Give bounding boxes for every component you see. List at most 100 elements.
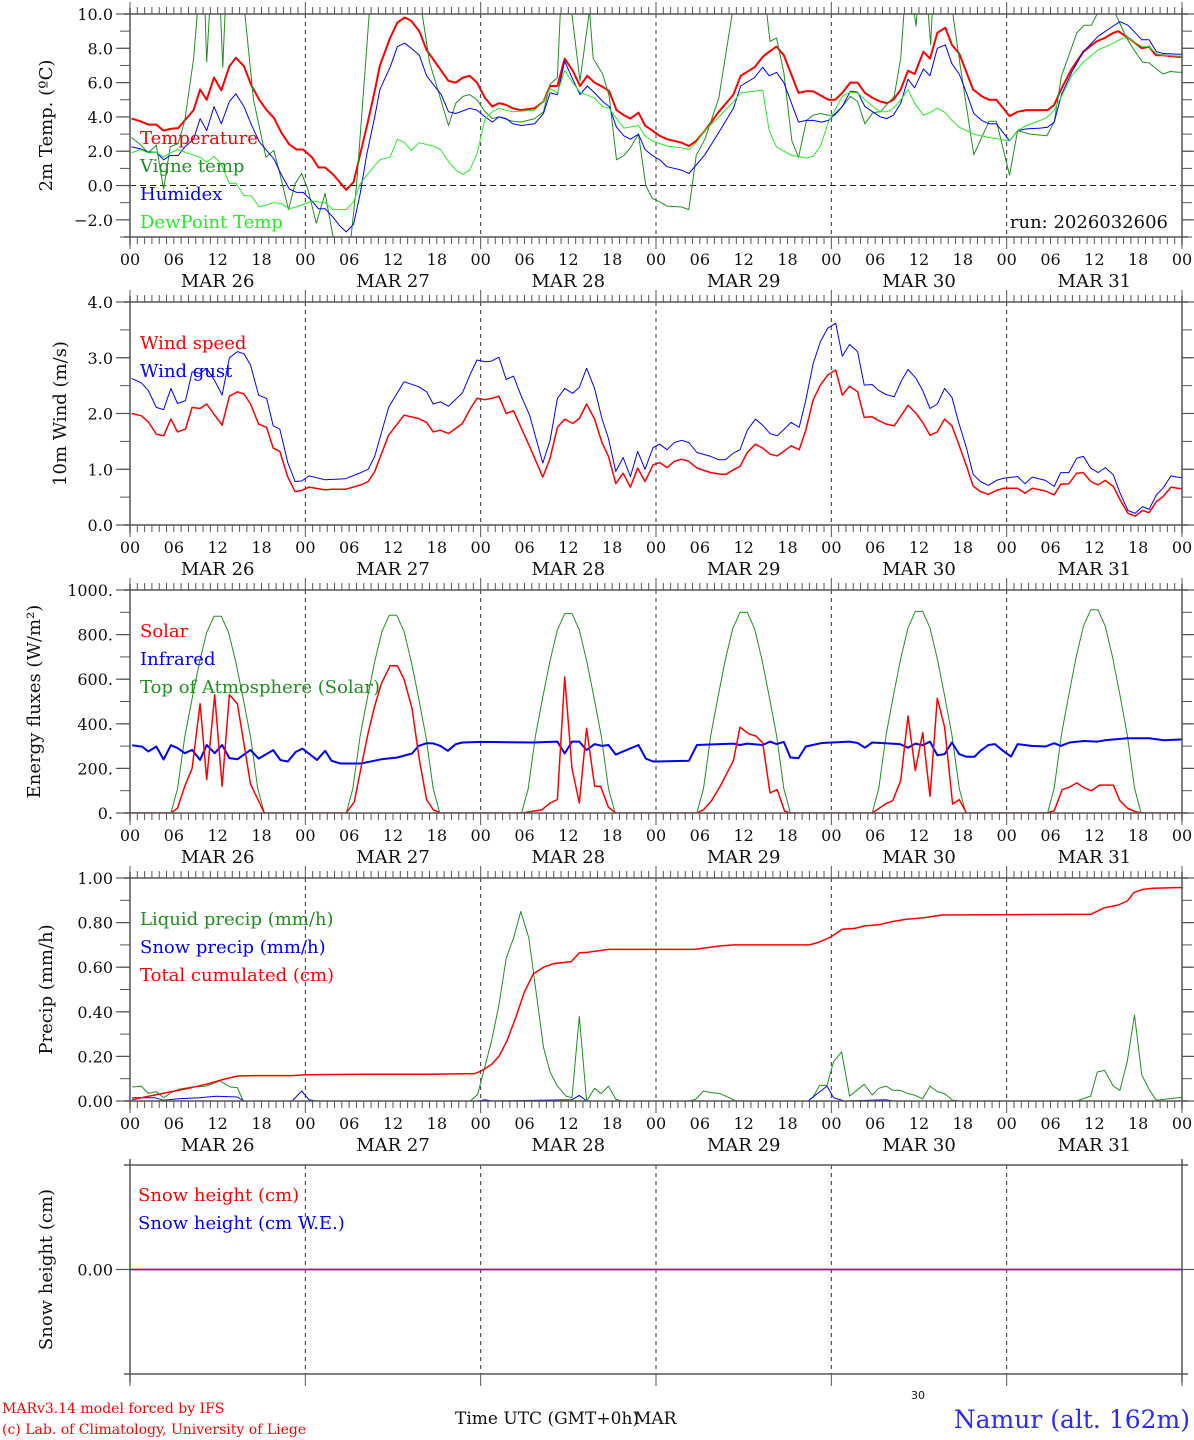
day-label: MAR 27 <box>356 559 430 580</box>
day-label: MAR 31 <box>1058 847 1132 868</box>
y-tick-label: 8.0 <box>88 39 113 58</box>
x-tick-label: 06 <box>339 538 359 557</box>
day-label: MAR 26 <box>181 271 255 292</box>
x-tick-label: 18 <box>427 538 447 557</box>
x-tick-label: 00 <box>821 1114 841 1133</box>
x-tick-label: 18 <box>602 826 622 845</box>
series-line-wind-gust <box>131 322 1182 514</box>
x-tick-label: 18 <box>251 250 271 269</box>
snow-legend: Snow height (cm) Snow height (cm W.E.) <box>138 1185 345 1234</box>
series-line-liquid-precip-mm-h <box>132 911 1182 1101</box>
day-label: MAR 26 <box>181 559 255 580</box>
panel-precip: 0.00 0.20 0.40 0.60 0.80 1.00 Precip (mm/h) 00 0… <box>36 866 1194 1156</box>
stray-day-number: 30 <box>911 1389 925 1402</box>
y-tick-label: 800. <box>77 626 113 645</box>
y-tick-label: 0.0 <box>88 177 113 196</box>
x-tick-label: 00 <box>1172 1114 1192 1133</box>
x-tick-label: 00 <box>996 1114 1016 1133</box>
x-tick-label: 00 <box>295 250 315 269</box>
legend-vigne-temp: Vigne temp <box>139 156 244 177</box>
y-tick-label: 0.00 <box>77 1261 113 1280</box>
day-label: MAR 30 <box>882 271 956 292</box>
x-tick-label: 18 <box>953 826 973 845</box>
panel-wind: 0.0 1.0 2.0 3.0 4.0 10m Wind (m/s) 00 06 12 18 00 0… <box>50 290 1194 580</box>
x-tick-label: 12 <box>909 1114 929 1133</box>
y-tick-label: 0.0 <box>88 516 113 535</box>
x-tick-label: 06 <box>690 250 710 269</box>
x-tick-label: 18 <box>251 826 271 845</box>
x-tick-label: 06 <box>865 826 885 845</box>
x-tick-label: 06 <box>690 826 710 845</box>
legend-temperature: Temperature <box>140 128 258 149</box>
series-line-infrared <box>132 737 1182 765</box>
x-tick-label: 18 <box>602 1114 622 1133</box>
x-tick-label: 00 <box>996 826 1016 845</box>
x-tick-label: 06 <box>1040 1114 1060 1133</box>
x-tick-label: 00 <box>295 1114 315 1133</box>
x-tick-label: 06 <box>690 1114 710 1133</box>
x-tick-label: 06 <box>339 250 359 269</box>
x-tick-label: 12 <box>1084 1114 1104 1133</box>
x-tick-label: 00 <box>821 250 841 269</box>
x-tick-label: 00 <box>120 538 140 557</box>
x-tick-label: 18 <box>251 1114 271 1133</box>
legend-snow-precip: Snow precip (mm/h) <box>140 937 326 958</box>
y-tick-label: 0.00 <box>77 1092 113 1111</box>
day-label: MAR 26 <box>181 847 255 868</box>
day-label: MAR 31 <box>1058 1135 1132 1156</box>
legend-liquid-precip: Liquid precip (mm/h) <box>140 909 334 930</box>
y-tick-label: 0. <box>98 804 113 823</box>
x-tick-label: 00 <box>470 250 490 269</box>
x-tick-label: 00 <box>996 250 1016 269</box>
x-tick-label: 18 <box>427 250 447 269</box>
legend-snow-height: Snow height (cm) <box>138 1185 299 1206</box>
y-tick-label: 400. <box>77 715 113 734</box>
day-label: MAR 30 <box>882 847 956 868</box>
x-tick-label: 18 <box>1128 1114 1148 1133</box>
series-line-temperature <box>131 16 1182 191</box>
day-label: MAR 30 <box>882 559 956 580</box>
series-line-wind-speed <box>131 369 1182 517</box>
panel-temperature: −2.0 0.0 2.0 4.0 6.0 8.0 10.0 2m Temp. (ºC) 00 06… <box>36 2 1194 292</box>
x-tick-label: 12 <box>1084 250 1104 269</box>
x-tick-label: 06 <box>865 1114 885 1133</box>
day-label: MAR 26 <box>181 1135 255 1156</box>
y-tick-label: 2.0 <box>88 142 113 161</box>
x-tick-label: 06 <box>1040 538 1060 557</box>
x-tick-label: 06 <box>339 1114 359 1133</box>
x-tick-label: 12 <box>383 250 403 269</box>
legend-total-cumulated: Total cumulated (cm) <box>140 965 334 986</box>
x-tick-label: 00 <box>470 538 490 557</box>
x-tick-label: 12 <box>1084 538 1104 557</box>
copyright-credit: (c) Lab. of Climatology, University of L… <box>2 1422 306 1438</box>
run-annotation: run: 2026032606 <box>1010 212 1168 233</box>
y-tick-label: 600. <box>77 670 113 689</box>
x-tick-label: 06 <box>339 826 359 845</box>
model-credit: MARv3.14 model forced by IFS <box>2 1401 224 1417</box>
x-tick-label: 12 <box>909 826 929 845</box>
y-tick-label: 2.0 <box>88 405 113 424</box>
day-label: MAR 27 <box>356 847 430 868</box>
temperature-legend: Temperature Vigne temp Humidex DewPoint … <box>139 128 283 233</box>
x-tick-label: 00 <box>120 1114 140 1133</box>
x-tick-label: 12 <box>383 826 403 845</box>
y-axis-label: Energy fluxes (W/m²) <box>24 605 45 799</box>
day-label: MAR 29 <box>707 847 781 868</box>
x-tick-label: 18 <box>427 826 447 845</box>
legend-snow-height-we: Snow height (cm W.E.) <box>138 1213 345 1234</box>
x-tick-label: 12 <box>733 826 753 845</box>
series-line-vigne-temp <box>131 14 1182 237</box>
day-label: MAR 29 <box>707 1135 781 1156</box>
panel-energy: 0. 200. 400. 600. 800. 1000. Energy fluxes (W/… <box>24 578 1194 868</box>
legend-toa-solar: Top of Atmosphere (Solar) <box>140 677 380 698</box>
x-tick-label: 06 <box>514 538 534 557</box>
x-tick-label: 12 <box>909 538 929 557</box>
x-tick-label: 00 <box>1172 826 1192 845</box>
day-label: MAR 27 <box>356 271 430 292</box>
y-tick-label: 1.00 <box>77 869 113 888</box>
x-tick-label: 18 <box>1128 538 1148 557</box>
y-tick-label: 10.0 <box>77 5 113 24</box>
x-tick-label: 00 <box>821 826 841 845</box>
y-tick-label: 3.0 <box>88 349 113 368</box>
day-label: MAR 28 <box>532 847 606 868</box>
